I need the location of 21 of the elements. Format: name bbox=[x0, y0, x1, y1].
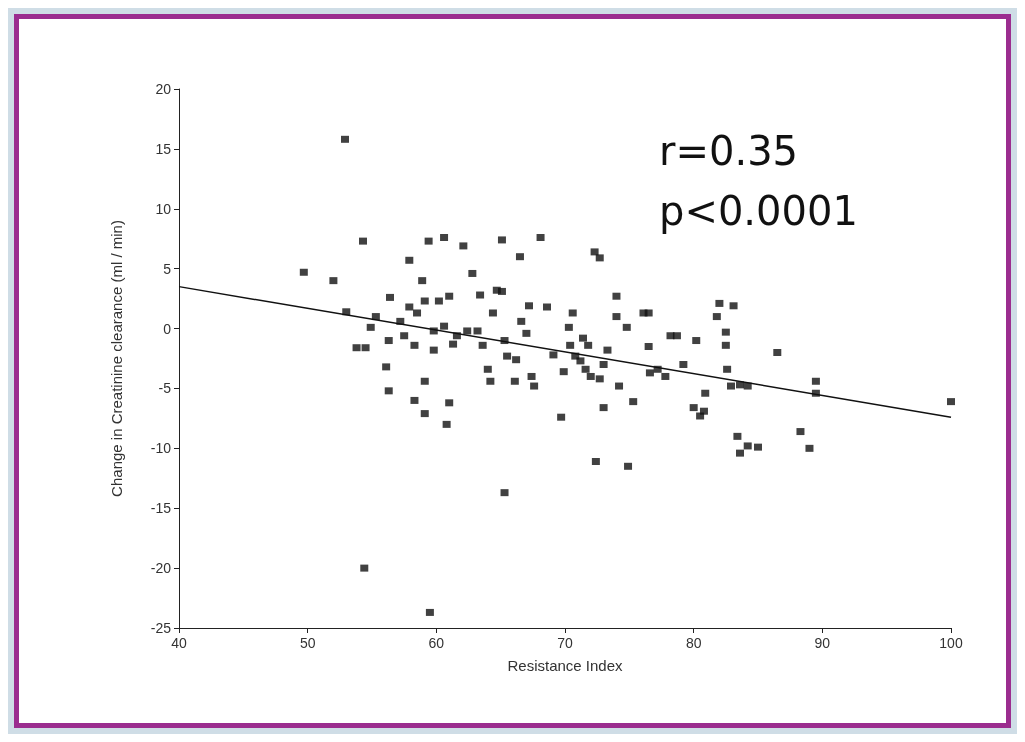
y-axis-title: Change in Creatinine clearance (ml / min) bbox=[108, 220, 125, 497]
y-tick-label: 15 bbox=[155, 140, 172, 157]
x-tick-label: 80 bbox=[685, 635, 702, 651]
x-tick-label: 90 bbox=[814, 635, 831, 651]
y-tick-label: 20 bbox=[155, 81, 172, 97]
y-tick-label: -25 bbox=[150, 620, 172, 636]
y-tick-label: -15 bbox=[150, 500, 172, 517]
y-tick-label: -5 bbox=[158, 380, 172, 397]
x-tick-label: 50 bbox=[299, 635, 316, 651]
x-tick-label: 40 bbox=[171, 635, 187, 651]
x-tick-label: 70 bbox=[557, 635, 573, 651]
x-tick-label: 60 bbox=[428, 635, 445, 651]
annotation: p<0.0001 bbox=[659, 188, 858, 234]
x-tick-label: 100 bbox=[939, 635, 963, 651]
y-tick-label: -10 bbox=[150, 440, 172, 457]
x-axis-title: Resistance Index bbox=[507, 657, 624, 674]
y-tick-label: 10 bbox=[155, 200, 172, 217]
annotation: r=0.35 bbox=[659, 128, 799, 174]
y-tick-label: 5 bbox=[163, 260, 172, 277]
y-tick-label: 0 bbox=[163, 320, 172, 337]
y-tick-label: -20 bbox=[150, 560, 172, 577]
